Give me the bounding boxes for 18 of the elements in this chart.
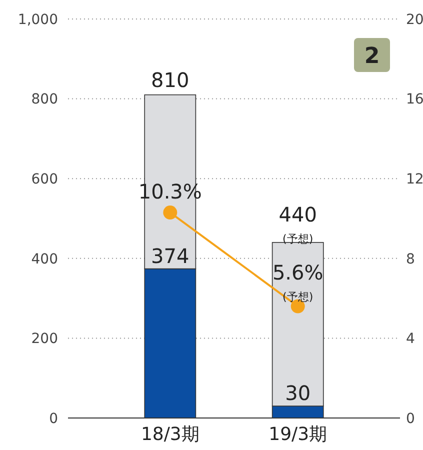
y2-tick-label: 20: [406, 12, 423, 28]
y-tick-label: 600: [31, 172, 58, 188]
y2-tick-label: 16: [406, 92, 423, 108]
y2-tick-label: 4: [406, 331, 415, 348]
y2-tick-label: 0: [406, 410, 415, 427]
y-tick-label: 200: [31, 331, 58, 348]
x-tick-label: 19/3期: [268, 424, 328, 445]
y-tick-label: 400: [31, 251, 58, 268]
y-tick-label: 800: [31, 92, 58, 108]
y-tick-label: 1,000: [18, 12, 58, 28]
data-label: 30: [285, 381, 311, 406]
y2-tick-label: 8: [406, 251, 415, 268]
y2-tick-label: 12: [406, 172, 423, 188]
total-label: 810: [151, 68, 190, 92]
annotation: 2: [364, 44, 380, 69]
data-label: 374: [151, 244, 190, 268]
y-tick-label: 0: [49, 410, 58, 427]
x-tick-label: 18/3期: [140, 424, 200, 445]
